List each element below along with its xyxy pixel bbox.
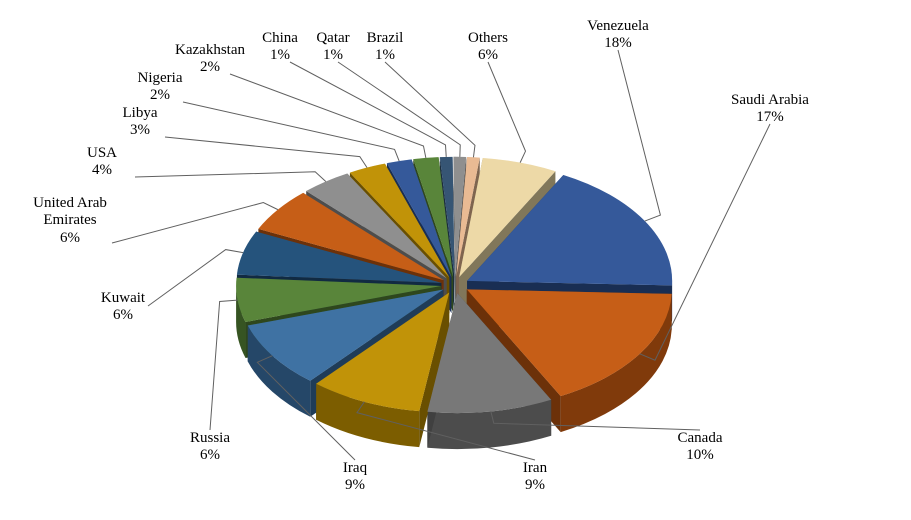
leader-line bbox=[148, 250, 243, 306]
leader-line bbox=[165, 137, 367, 168]
leader-line bbox=[230, 74, 426, 158]
leader-line bbox=[210, 300, 238, 430]
leader-line bbox=[183, 102, 399, 161]
leader-line bbox=[135, 172, 326, 182]
pie-svg bbox=[0, 0, 911, 520]
leader-line bbox=[618, 50, 660, 221]
leader-line bbox=[488, 62, 526, 163]
leader-line bbox=[385, 62, 475, 157]
leader-line bbox=[290, 62, 446, 157]
pie-chart-3d: Venezuela 18%Saudi Arabia 17%Canada 10%I… bbox=[0, 0, 911, 520]
